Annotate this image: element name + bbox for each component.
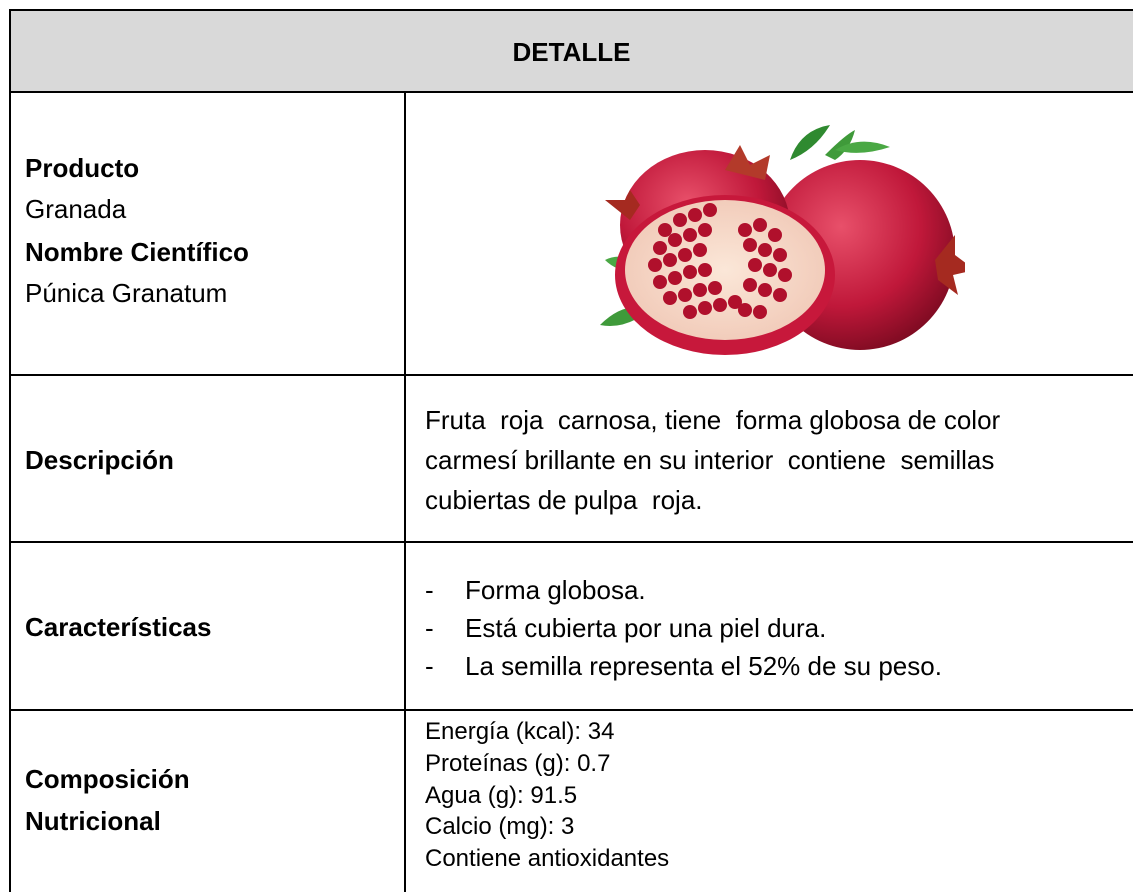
nutrition-line: Calcio (mg): 3: [425, 813, 575, 841]
description-line: carmesí brillante en su interior contien…: [425, 445, 995, 475]
label: Producto: [25, 153, 140, 183]
pomegranate-image: [600, 125, 965, 355]
header-title: DETALLE: [512, 37, 631, 67]
bullet: -: [425, 613, 434, 643]
label: Descripción: [25, 445, 174, 475]
value: Púnica Granatum: [25, 278, 228, 308]
label: Nombre Científico: [25, 237, 249, 267]
border: [10, 541, 1133, 543]
description-line: Fruta roja carnosa, tiene forma globosa …: [425, 405, 1001, 435]
border: [10, 9, 1133, 11]
value: Granada: [25, 194, 127, 224]
border: [10, 91, 1133, 93]
border: [10, 709, 1133, 711]
nutrition-line: Agua (g): 91.5: [425, 781, 578, 809]
description-line: cubiertas de pulpa roja.: [425, 485, 703, 515]
bullet: -: [425, 575, 434, 605]
label-line: Composición: [25, 764, 190, 794]
list-item: La semilla representa el 52% de su peso.: [465, 651, 942, 681]
header-bg: [10, 10, 1133, 92]
label: Características: [25, 612, 212, 642]
border: [9, 9, 11, 892]
list-item: Forma globosa.: [465, 575, 646, 605]
bullet: -: [425, 651, 434, 681]
nutrition-line: Energía (kcal): 34: [425, 718, 615, 745]
label-line: Nutricional: [25, 806, 161, 836]
border: [404, 91, 406, 892]
list-item: Está cubierta por una piel dura.: [465, 613, 827, 643]
nutrition-line: Proteínas (g): 0.7: [425, 749, 611, 777]
nutrition-line: Contiene antioxidantes: [425, 845, 670, 873]
border: [10, 374, 1133, 376]
